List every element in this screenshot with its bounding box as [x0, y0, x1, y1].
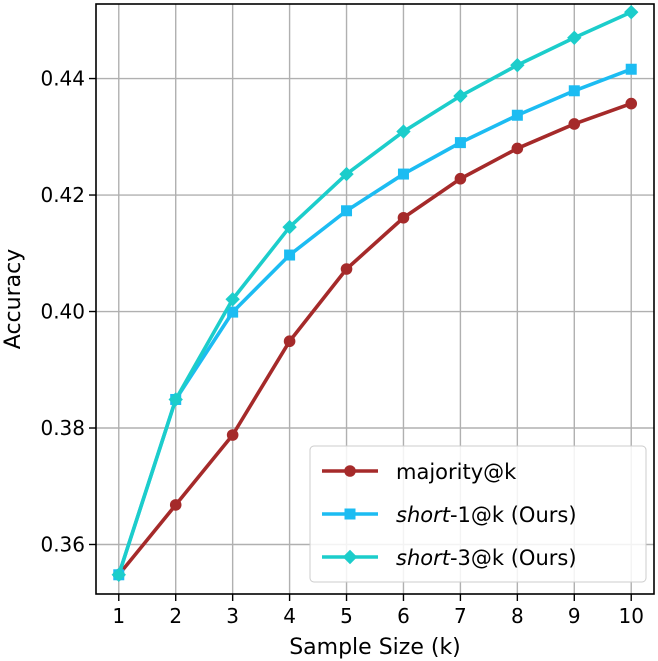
legend-swatch-marker: [342, 549, 358, 565]
data-point: [225, 292, 240, 307]
legend-label-short-3: short-3@k (Ours): [396, 546, 577, 570]
x-tick-label: 7: [454, 604, 467, 628]
series-layer: [111, 4, 639, 582]
data-point: [282, 219, 297, 235]
x-tick-label: 4: [283, 604, 296, 628]
y-tick-label: 0.36: [40, 532, 85, 556]
ticks: 1 2 3 4 5 6 7 8 9 10 0.36 0.38 0.40 0.42 0.44: [40, 67, 643, 628]
data-point: [168, 392, 183, 407]
y-tick-label: 0.44: [40, 67, 85, 91]
legend-swatch-marker: [344, 508, 356, 520]
data-point: [625, 97, 638, 110]
data-point: [510, 57, 525, 73]
data-point: [283, 335, 296, 348]
data-point: [454, 137, 466, 149]
data-point: [511, 142, 524, 155]
data-point: [397, 211, 410, 224]
legend-box: [309, 445, 647, 583]
data-point: [111, 567, 126, 582]
series-2: [111, 4, 639, 582]
legend-swatch-marker: [344, 465, 356, 477]
data-point: [567, 30, 582, 45]
data-point: [511, 109, 523, 121]
x-tick-label: 1: [112, 604, 125, 628]
data-point: [340, 263, 353, 275]
x-axis-label: Sample Size (k): [289, 635, 461, 660]
data-point: [396, 124, 411, 139]
legend-entry-majority: majority@k: [322, 460, 517, 484]
series-line: [116, 101, 634, 577]
y-tick-label: 0.42: [40, 183, 85, 207]
data-point: [226, 429, 239, 441]
grid: [96, 4, 654, 594]
y-tick-label: 0.40: [40, 300, 85, 324]
series-line: [116, 10, 634, 577]
y-tick-label: 0.38: [40, 416, 85, 440]
x-tick-label: 8: [511, 604, 524, 628]
legend: majority@k short-1@k (Ours) short-3@k (O…: [309, 445, 647, 583]
legend-label-short-1: short-1@k (Ours): [396, 503, 577, 527]
data-point: [568, 85, 580, 97]
data-point: [624, 4, 639, 20]
x-tick-label: 3: [226, 604, 239, 628]
legend-entry-short-1: short-1@k (Ours): [322, 503, 577, 527]
x-tick-label: 9: [568, 604, 581, 628]
data-point: [625, 63, 637, 75]
data-point: [454, 172, 467, 185]
x-tick-label: 6: [397, 604, 410, 628]
legend-entry-short-3: short-3@k (Ours): [322, 546, 577, 570]
y-axis-label: Accuracy: [1, 249, 26, 349]
data-point: [453, 88, 468, 104]
data-point: [339, 166, 354, 182]
x-tick-label: 2: [169, 604, 182, 628]
data-point: [169, 499, 182, 511]
data-point: [341, 205, 353, 217]
series-line: [116, 67, 634, 577]
data-point: [568, 118, 581, 130]
x-tick-label: 10: [618, 604, 643, 628]
data-point: [227, 306, 239, 318]
x-tick-label: 5: [340, 604, 353, 628]
plot-frame: [95, 3, 655, 595]
data-point: [284, 249, 296, 261]
legend-label-majority: majority@k: [396, 460, 517, 484]
data-point: [397, 168, 409, 180]
